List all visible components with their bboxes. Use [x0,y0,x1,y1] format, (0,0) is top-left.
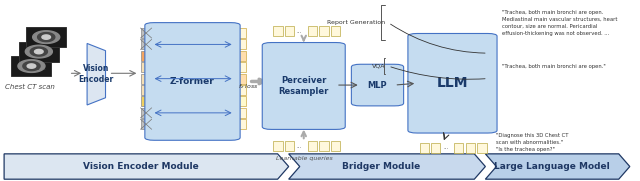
Text: "Trachea, both main bronchi are open.": "Trachea, both main bronchi are open." [502,64,605,69]
FancyBboxPatch shape [331,141,340,151]
FancyBboxPatch shape [235,85,246,95]
FancyBboxPatch shape [141,85,152,95]
Text: Z-former: Z-former [170,77,215,86]
FancyBboxPatch shape [235,74,246,84]
Text: Learnable queries: Learnable queries [276,156,332,161]
Polygon shape [4,154,289,179]
FancyBboxPatch shape [141,108,152,118]
FancyBboxPatch shape [319,141,328,151]
FancyBboxPatch shape [141,119,152,129]
Text: MLP: MLP [368,81,387,90]
FancyBboxPatch shape [235,51,246,61]
Text: VQA: VQA [372,64,385,69]
Text: ...: ... [297,29,302,34]
FancyBboxPatch shape [19,42,59,62]
FancyBboxPatch shape [273,141,282,151]
Polygon shape [38,33,55,42]
FancyBboxPatch shape [141,39,152,49]
FancyBboxPatch shape [308,141,317,151]
Polygon shape [27,64,36,68]
Text: Bridger Module: Bridger Module [342,162,420,171]
FancyBboxPatch shape [477,143,486,153]
Polygon shape [42,35,51,39]
FancyBboxPatch shape [12,56,51,76]
Polygon shape [485,154,630,179]
FancyBboxPatch shape [285,26,294,36]
FancyBboxPatch shape [141,74,152,84]
Polygon shape [289,154,485,179]
Text: Vision Encoder Module: Vision Encoder Module [83,162,199,171]
Text: ...: ... [443,146,448,150]
FancyBboxPatch shape [331,26,340,36]
FancyBboxPatch shape [145,23,240,140]
FancyBboxPatch shape [273,26,282,36]
Text: Large Language Model: Large Language Model [494,162,610,171]
FancyBboxPatch shape [285,141,294,151]
FancyBboxPatch shape [319,26,328,36]
Polygon shape [30,47,47,56]
Text: "Diagnose this 3D Chest CT
scan with abnormalities."
"Is the trachea open?": "Diagnose this 3D Chest CT scan with abn… [496,133,568,151]
Text: · · ·: · · · [31,65,47,75]
FancyBboxPatch shape [420,143,429,153]
Polygon shape [33,31,60,43]
Polygon shape [23,62,40,71]
FancyBboxPatch shape [141,62,152,72]
Text: Vision
Encoder: Vision Encoder [79,64,114,84]
FancyBboxPatch shape [235,108,246,118]
Text: Perceiver
Resampler: Perceiver Resampler [278,76,329,96]
Text: "Trachea, both main bronchi are open.
Mediastinal main vascular structures, hear: "Trachea, both main bronchi are open. Me… [502,10,618,36]
FancyBboxPatch shape [26,27,66,47]
Text: Report Generation: Report Generation [327,20,385,25]
Text: $f_z$ loss: $f_z$ loss [237,82,259,91]
FancyBboxPatch shape [141,51,152,61]
FancyBboxPatch shape [235,39,246,49]
FancyBboxPatch shape [454,143,463,153]
FancyBboxPatch shape [262,43,345,129]
Polygon shape [26,45,52,58]
Polygon shape [18,60,45,72]
FancyBboxPatch shape [141,28,152,38]
FancyBboxPatch shape [308,26,317,36]
Text: LLM: LLM [436,76,468,90]
Polygon shape [35,49,43,54]
FancyBboxPatch shape [408,33,497,133]
Text: ...: ... [297,144,302,149]
FancyBboxPatch shape [351,64,404,106]
FancyBboxPatch shape [235,28,246,38]
Text: Chest CT scan: Chest CT scan [5,84,55,90]
FancyBboxPatch shape [235,119,246,129]
Polygon shape [87,43,106,105]
FancyBboxPatch shape [141,96,152,106]
FancyBboxPatch shape [431,143,440,153]
FancyBboxPatch shape [235,62,246,72]
FancyBboxPatch shape [235,96,246,106]
FancyBboxPatch shape [466,143,475,153]
